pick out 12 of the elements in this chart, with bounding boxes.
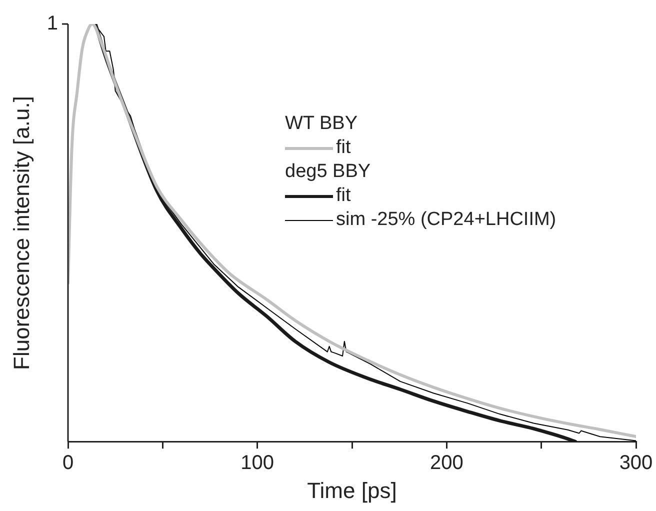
x-tick-label: 0 [62,452,74,474]
legend-label: fit [336,136,351,160]
annotation: WT BBY [285,112,358,136]
legend-label: sim -25% (CP24+LHCIIM) [336,208,556,232]
x-tick-label: 100 [240,452,274,474]
x-axis-title: Time [ps] [307,478,397,503]
x-tick-label: 300 [619,452,653,474]
y-axis-title: Fluorescence intensity [a.u.] [9,95,35,372]
x-tick-label: 200 [430,452,464,474]
legend-label: fit [336,184,351,208]
annotation: deg5 BBY [285,160,372,184]
text: 1 [46,12,58,35]
